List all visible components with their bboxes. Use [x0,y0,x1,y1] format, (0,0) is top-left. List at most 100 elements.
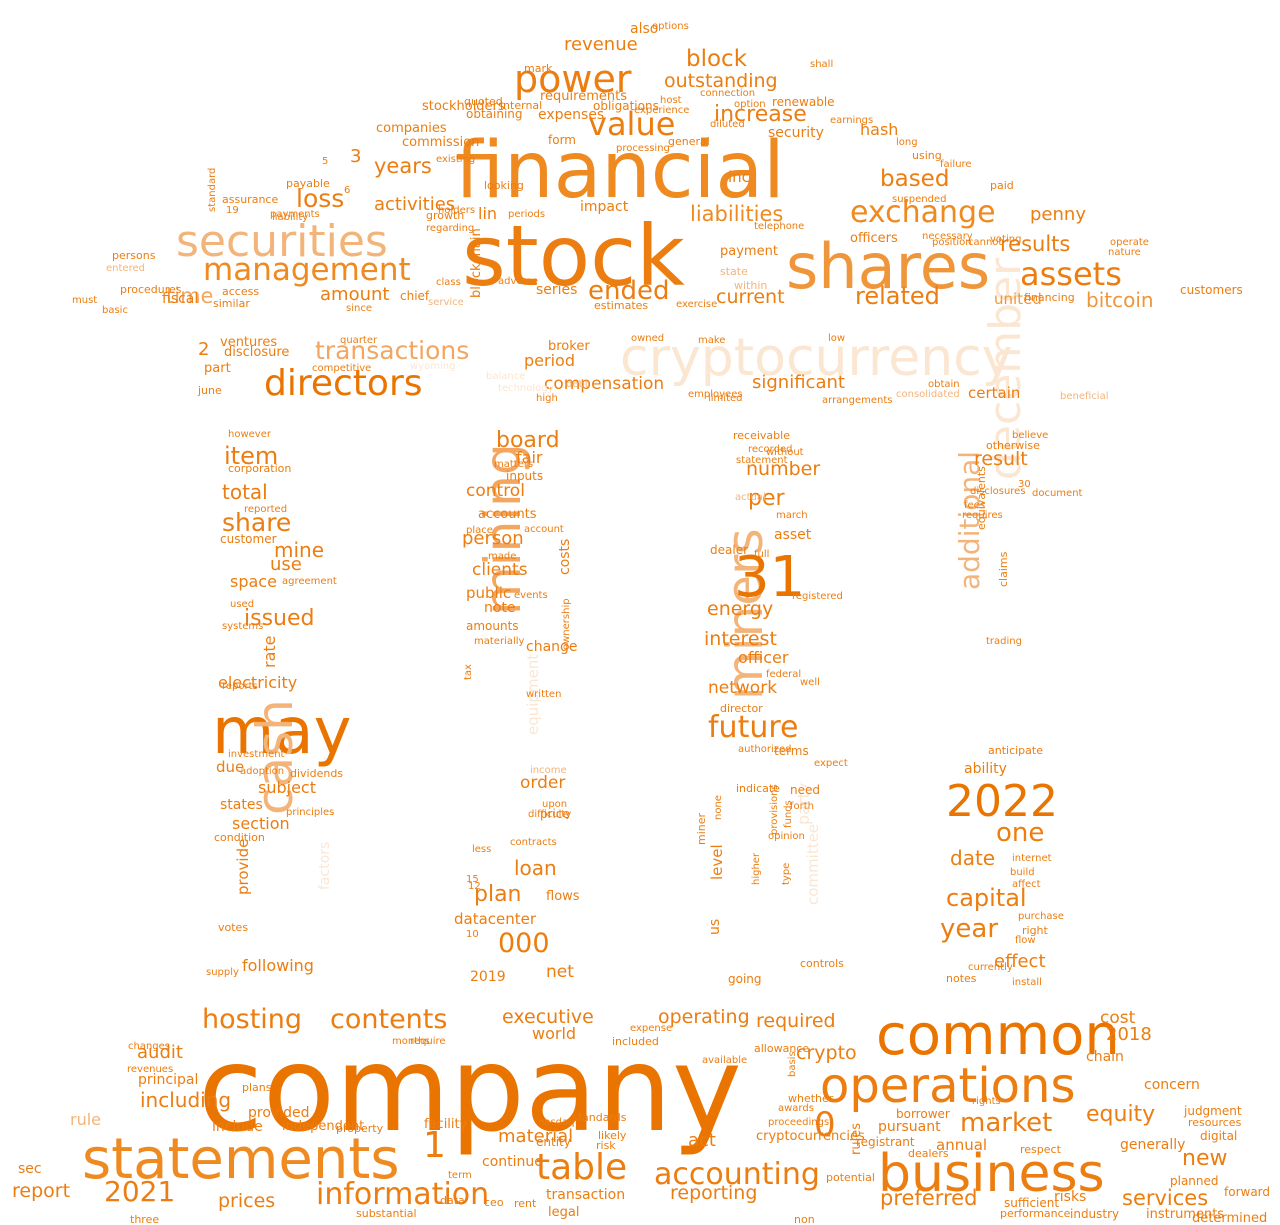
word-consolidated: consolidated [896,389,960,400]
word-paid: paid [990,179,1014,192]
word-supply: supply [206,967,239,978]
word-disclosure: disclosure [224,345,290,360]
word-table: table [536,1147,628,1188]
word-entity: entity [536,1135,571,1149]
word-period: period [524,351,575,370]
word-risks: risks [1054,1189,1087,1205]
word-funds: funds [783,800,794,828]
word-rule: rule [70,1110,102,1129]
word-payable: payable [286,177,330,190]
word-required: required [756,1010,836,1032]
word-terms: terms [774,744,809,758]
word-independent: independent [282,1119,365,1134]
word-make: make [698,335,726,346]
word-broker: broker [548,339,590,354]
word-number: number [746,458,821,480]
word-us: us [707,918,723,935]
word-recorded: recorded [748,444,793,455]
word-diluted: diluted [710,119,745,130]
word-long: long [896,137,918,148]
word-related: related [855,282,940,310]
word-flows: flows [546,889,580,904]
word-31: 31 [734,545,806,610]
word-owned: owned [631,333,665,344]
word-host: host [660,95,682,106]
word-certain: certain [968,384,1021,402]
word-plan: plan [474,882,522,907]
word-one: one [996,818,1045,848]
word-statement: statement [736,455,788,466]
word-operate: operate [1110,237,1149,248]
word-miner: miner [695,812,708,845]
word-substantial: substantial [356,1207,417,1220]
word-contents: contents [330,1004,448,1035]
word-arrangements: arrangements [822,395,893,406]
word-options: options [652,21,689,32]
word-crypto: crypto [796,1042,857,1064]
word-rate: rate [260,635,279,669]
word-borrower: borrower [896,1107,950,1121]
word-since: since [346,303,372,314]
word-15: 15 [466,874,479,885]
word-electricity: electricity [218,673,298,692]
word-legal: legal [548,1205,580,1220]
word-renewable: renewable [772,95,835,109]
word-made: made [488,551,517,562]
word-000: 000 [498,928,550,959]
word-value: value [588,105,676,143]
word-term: term [448,1170,472,1181]
word-investment: investment [228,749,285,760]
word-forward: forward [1224,1185,1271,1199]
word-part: part [204,361,231,376]
word-ownership: ownership [561,598,572,650]
word-hash: hash [860,120,899,139]
word-accounting: accounting [654,1157,820,1192]
word-expect: expect [814,758,848,769]
word-increase: increase [714,102,807,127]
word-block: block [686,46,748,72]
word-assurance: assurance [222,193,279,206]
word-amount: amount [320,284,390,305]
word-concern: concern [1144,1077,1200,1093]
word-continue: continue [482,1154,543,1170]
word-results: results [1000,232,1071,256]
word-provided: provided [248,1105,310,1121]
word-business: business [878,1144,1105,1204]
word-security: security [768,125,824,141]
word-item: item [224,442,279,470]
word-executive: executive [502,1006,594,1028]
word-three: three [130,1213,160,1225]
word-current: current [716,286,785,308]
word-must: must [72,295,98,306]
word-reports: reports [222,681,258,692]
word-suspended: suspended [892,194,947,205]
word-impact: impact [580,199,629,215]
word-loan: loan [514,856,557,880]
word-adverse: adverse [498,276,539,287]
word-including: including [140,1088,232,1112]
word-high: high [536,393,558,404]
word-without: without [766,447,804,458]
word-director: director [720,702,763,715]
word-public: public [466,584,512,602]
word-persons: persons [112,249,156,262]
word-12: 12 [468,881,481,892]
word-accounts: accounts [478,507,537,522]
word-internal: internal [500,99,543,112]
word-person: person [462,528,524,549]
word-statements: statements [82,1127,400,1192]
word-experience: experience [634,105,690,116]
word-financing: financing [1024,291,1075,304]
word-expenses: expenses [538,107,605,123]
word-3: 3 [350,146,362,167]
word-date: date [950,846,996,870]
word-cryptocurrencies: cryptocurrencies [756,1129,865,1144]
word-existing: existing [436,154,476,165]
word-payment: payment [720,244,778,259]
word-quoted: quoted [464,95,503,108]
word-compensation: compensation [544,374,665,394]
word-procedures: procedures [120,283,182,296]
word-due: due [216,758,245,776]
word-capital: capital [946,884,1027,912]
